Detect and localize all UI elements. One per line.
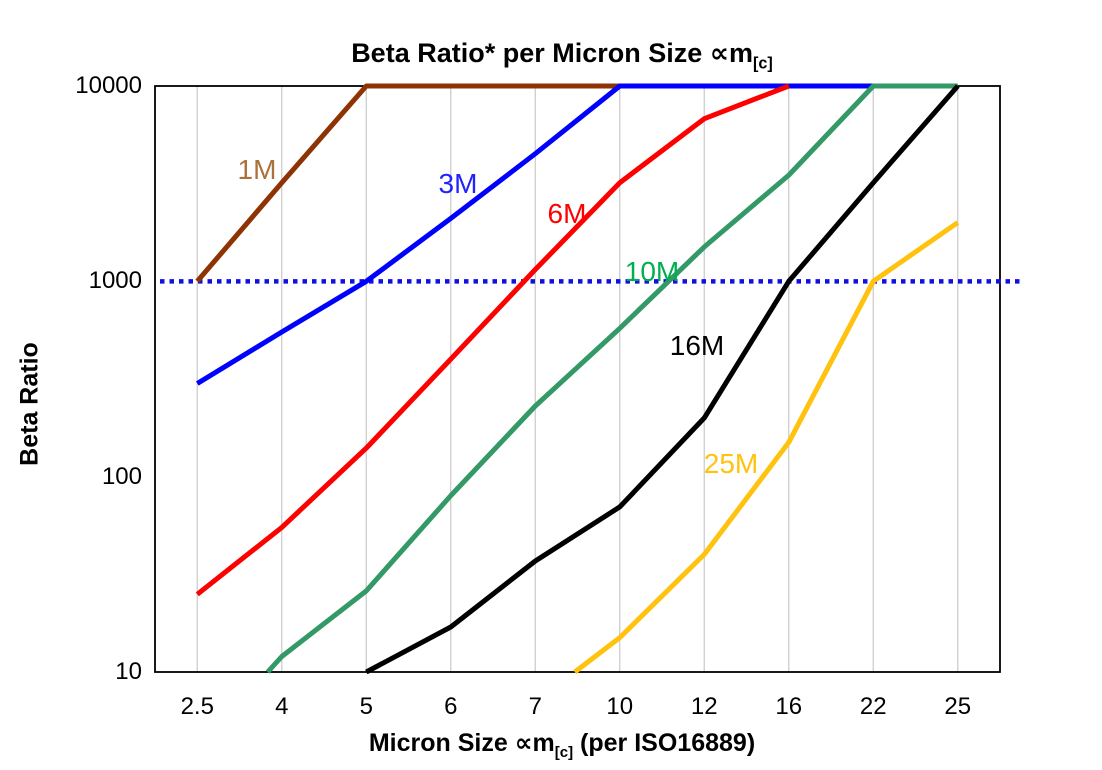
chart-title: Beta Ratio* per Micron Size ∝m[c]: [351, 38, 773, 73]
chart-title-text: Beta Ratio* per Micron Size: [351, 38, 710, 68]
series-line-1M: [195, 83, 620, 283]
y-tick-10: 10: [115, 658, 142, 685]
x-axis-title-text: Micron Size: [368, 729, 515, 757]
chart-title-subscript: [c]: [753, 54, 773, 73]
x-axis-title-subscript: [c]: [554, 744, 574, 761]
series-line-16M: [365, 84, 960, 675]
x-axis-title: Micron Size ∝m[c] (per ISO16889): [369, 728, 755, 761]
y-axis-title: Beta Ratio: [15, 342, 44, 466]
x-tick-16: 16: [775, 693, 803, 720]
y-tick-100: 100: [101, 462, 142, 490]
x-tick-6: 6: [444, 693, 458, 720]
micron-symbol: ∝m: [709, 38, 754, 68]
x-tick-7: 7: [528, 693, 542, 720]
y-tick-1000: 1000: [88, 267, 142, 295]
x-axis-micron-symbol: ∝m: [514, 729, 555, 757]
series-line-6M: [195, 83, 790, 597]
x-axis-title-suffix: (per ISO16889): [573, 729, 756, 757]
series-label-25M: 25M: [703, 448, 759, 479]
series-line-10M: [265, 83, 958, 674]
y-tick-10000: 10000: [75, 72, 142, 99]
series-line-25M: [573, 220, 960, 674]
series-label-10M: 10M: [624, 256, 680, 287]
x-tick-25: 25: [944, 693, 972, 720]
x-tick-10: 10: [606, 693, 634, 720]
x-tick-4: 4: [275, 693, 289, 720]
x-tick-2.5: 2.5: [180, 693, 214, 720]
series-label-16M: 16M: [669, 330, 725, 361]
series-label-3M: 3M: [438, 168, 478, 199]
x-tick-5: 5: [359, 693, 373, 720]
series-label-6M: 6M: [547, 198, 587, 229]
series-label-1M: 1M: [237, 154, 277, 185]
x-tick-22: 22: [859, 693, 887, 720]
x-tick-12: 12: [690, 693, 718, 720]
series-line-3M: [195, 83, 874, 386]
